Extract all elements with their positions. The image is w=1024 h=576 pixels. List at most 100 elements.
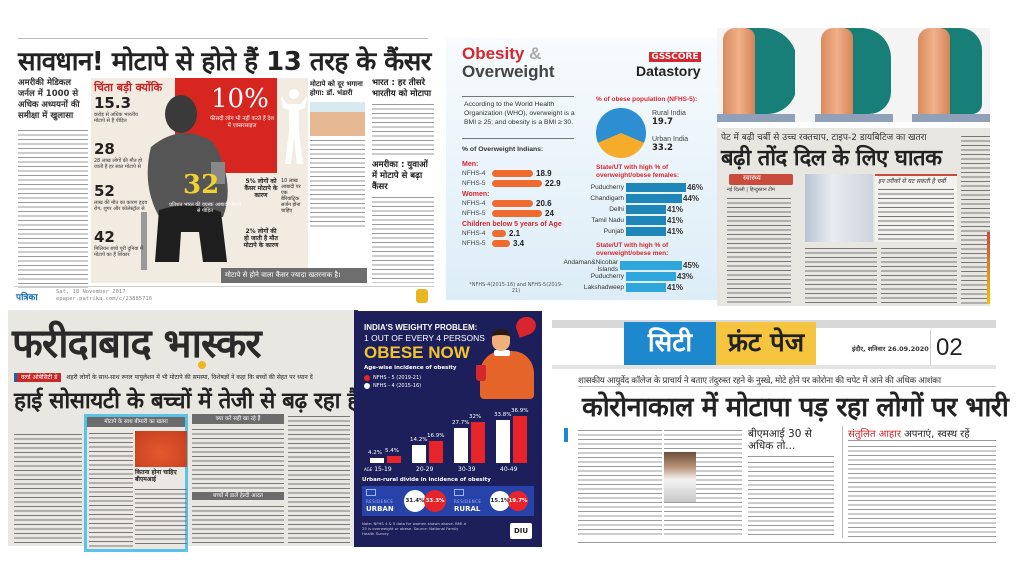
subheading-bmi: बीएमआई 30 से अधिक तो... — [748, 428, 812, 452]
accent-mark — [564, 428, 568, 442]
headline: हाई सोसायटी के बच्चों में तेजी से बढ़ रह… — [14, 388, 420, 414]
house-icon — [454, 489, 464, 496]
belly-photo — [814, 28, 893, 122]
body-text — [18, 128, 88, 288]
under-band — [552, 365, 996, 369]
clipping-patrika-cancer: सावधान! मोटापे से होते हैं 13 तरह के कैं… — [14, 34, 434, 304]
bar-value: 22.9 — [545, 178, 561, 188]
survey-label: NFHS-4 — [462, 229, 486, 237]
stat-caption: लाख की मौत का कारण हृदय रोग, शुगर और कोल… — [94, 200, 148, 212]
urban-rural-panel: RESIDENCE URBAN 31.4% 33.3% RESIDENCE RU… — [362, 486, 534, 516]
tips-title: इन तरीकों से घट सकती है चर्बी — [878, 178, 946, 185]
diu-logo: DIU — [510, 523, 532, 539]
mid-stat-1: 5% लोगों को कैंसर मोटापे के कारण — [244, 178, 278, 199]
doctor-caption: मोटापे को दूर भगाना होगा: डॉ. भंडारी — [310, 80, 363, 97]
stat-value: 52 — [94, 182, 115, 200]
state-label: Lakshadweep — [583, 284, 624, 291]
group-label: Children below 5 years of Age — [462, 221, 562, 228]
bar-row: NFHS-5 22.9 — [462, 178, 590, 188]
bar-row: NFHS-4 2.1 — [462, 228, 590, 238]
bar — [492, 199, 533, 207]
bar — [626, 205, 666, 214]
bar — [492, 209, 542, 217]
masthead: फरीदाबाद भास्कर — [12, 320, 262, 367]
bar-group: 4.2% 5.4% — [368, 448, 401, 463]
pie-chart — [588, 100, 654, 166]
tips-box: इन तरीकों से घट सकती है चर्बी — [875, 174, 957, 242]
males-title: State/UT with high % of overweight/obese… — [596, 242, 669, 257]
bar-value: 46% — [687, 183, 704, 192]
url-text: epaper.patrika.com/c/23885716 — [56, 296, 153, 302]
doctor-quote-text — [310, 138, 365, 228]
bar-value: 41% — [667, 283, 684, 292]
body-text — [748, 460, 834, 538]
residence-label: RESIDENCE — [454, 499, 482, 504]
x-label: 30-39 — [458, 466, 476, 473]
column-mid-bar: बच्चों में डालें हेल्दी आदत — [192, 492, 284, 500]
pie-title: % of obese population (NFHS-5): — [596, 96, 698, 103]
byline: नई दिल्ली | हिन्दुस्तान टीम — [727, 187, 775, 193]
state-label: Punjab — [603, 228, 624, 235]
legend-item: NFHS - 4 (2015-16) — [364, 383, 421, 389]
age-bar-chart: 4.2% 5.4% 14.2% 16.9% 27.7% 32% 33.8% 36… — [362, 407, 534, 473]
bar-value: 3.4 — [513, 238, 525, 248]
bar-nfhs4: 33.8% — [494, 412, 511, 463]
rural-label: RURAL — [454, 505, 481, 513]
bar — [620, 261, 682, 270]
urban-nfhs4-value: 31.4% — [404, 490, 426, 512]
footer: पत्रिका Sat, 18 November 2017 epaper.pat… — [14, 286, 434, 304]
kicker: वर्ल्ड ओबेसिटी डे शहरी लोगों के साथ-साथ … — [14, 372, 352, 382]
body-text — [192, 427, 284, 491]
date-text: Sat, 18 November 2017 — [56, 289, 126, 295]
brand-logo: GSSCORE Datastory — [636, 44, 701, 79]
bottom-text — [578, 540, 996, 546]
bar-nfhs4: 14.2% — [410, 437, 427, 463]
infographic-title: चिंता बड़ी क्योंकि — [94, 81, 163, 94]
title-line-1: INDIA'S WEIGHTY PROBLEM: — [364, 323, 478, 332]
clipping-faridabad-bhaskar: फरीदाबाद भास्कर वर्ल्ड ओबेसिटी डे शहरी ल… — [8, 310, 420, 552]
kicker: शासकीय आयुर्वेद कॉलेज के प्राचार्य ने बत… — [578, 376, 941, 386]
edition-date: इंदौर, शनिवार 26.09.2020 — [852, 345, 929, 353]
subheading: भारत : हर तीसरे भारतीय को मोटापा — [372, 78, 432, 99]
body-text — [89, 431, 133, 549]
stat-caption: मिलियन बच्चे पूरी दुनिया में मोटापे का ह… — [94, 246, 144, 258]
pie-value: 33.2 — [652, 143, 673, 153]
bar-nfhs5: 5.4% — [385, 448, 401, 463]
clipping-india-today-diu: INDIA'S WEIGHTY PROBLEM: 1 OUT OF EVERY … — [354, 311, 542, 547]
bar-group: 27.7% 32% — [452, 414, 485, 463]
legend-item: NFHS - 5 (2019-21) — [364, 375, 421, 381]
males-bars: Andaman&Nicobar Islands 45% Puducherry 43%… — [550, 259, 716, 293]
ampersand: & — [529, 44, 542, 63]
divider — [748, 456, 834, 457]
pie-value: 19.7 — [652, 117, 673, 127]
rural-nfhs5-value: 19.7% — [508, 491, 528, 511]
legend-swatch — [364, 375, 370, 381]
mid-stat-2: 2% लोगों की हो जाती है मौत मोटापे के कार… — [243, 228, 279, 249]
bar-row: NFHS-4 20.6 — [462, 198, 590, 208]
bar-value: 20.6 — [536, 198, 552, 208]
bar — [626, 194, 682, 203]
legend-label: NFHS - 4 (2015-16) — [373, 383, 422, 389]
stat-value: 42 — [94, 228, 115, 246]
kicker-text: शहरी लोगों के साथ-साथ रूरल पापुलेशन में … — [66, 374, 313, 381]
state-row: Tamil Nadu 41% — [550, 215, 716, 226]
x-label: 40-49 — [500, 466, 518, 473]
man-drinking-illustration — [472, 325, 536, 401]
brand-top: GSSCORE — [649, 52, 701, 62]
who-definition: According to the World Health Organizati… — [464, 101, 575, 126]
top-rule — [18, 38, 428, 39]
bar-row: NFHS-5 24 — [462, 208, 590, 218]
state-label: Delhi — [609, 206, 624, 213]
belly-photo — [717, 28, 795, 122]
column: क्या करें सही खा रहे हैं बच्चों में डाले… — [192, 414, 284, 546]
bar-nfhs5: 16.9% — [427, 433, 444, 463]
survey-label: NFHS-5 — [462, 179, 486, 187]
section-title: % of Overweight Indians: — [462, 146, 544, 153]
chart-subtitle: Age-wise incidence of obesity — [364, 365, 457, 371]
subheading-diet: संतुलित आहार अपनाएं, स्वस्थ रहें — [848, 426, 970, 440]
state-row: Lakshadweep 41% — [550, 282, 716, 293]
urban-label: URBAN — [366, 505, 394, 513]
title-word: Obesity — [462, 44, 525, 63]
deck: अमरीकी मेडिकल जर्नल में 1000 से अधिक अध्… — [18, 78, 80, 121]
bar-nfhs4: 4.2% — [368, 450, 384, 463]
